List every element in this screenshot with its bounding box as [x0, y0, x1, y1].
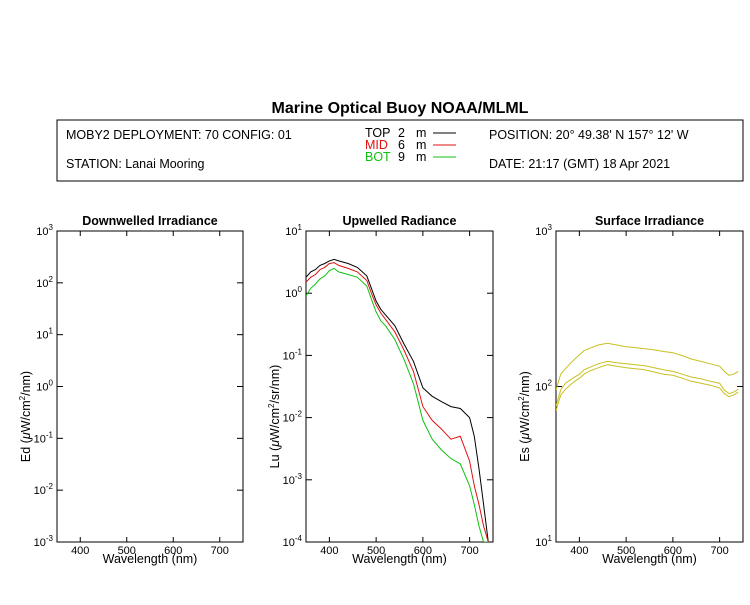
y-tick-label: 10-1: [283, 347, 303, 362]
legend-depth-mid: 6: [398, 138, 405, 152]
series-line-bot: [306, 267, 489, 542]
y-tick-label: 102: [535, 379, 552, 394]
plot-frame: [56, 230, 244, 543]
legend-unit-top: m: [416, 126, 426, 140]
legend-unit-bot: m: [416, 150, 426, 164]
panel-title: Surface Irradiance: [595, 214, 704, 228]
y-axis-label: Es (μW/cm2/nm): [517, 371, 532, 461]
y-tick-label: 101: [285, 223, 302, 238]
y-tick-label: 10-2: [283, 410, 303, 425]
legend-unit-mid: m: [416, 138, 426, 152]
legend-depth-bot: 9: [398, 150, 405, 164]
y-tick-label: 102: [36, 275, 53, 290]
legend-label-bot: BOT: [365, 150, 391, 164]
series-line-mid: [306, 262, 489, 542]
date-text: DATE: 21:17 (GMT) 18 Apr 2021: [489, 157, 670, 171]
y-tick-label: 101: [535, 534, 552, 549]
station-text: STATION: Lanai Mooring: [66, 157, 205, 171]
x-tick-label: 600: [164, 545, 182, 557]
chart-panel-1: Downwelled Irradiance 400 500 600 700 Wavelen…: [18, 214, 244, 566]
y-tick-label: 10-3: [34, 534, 54, 549]
x-tick-label: 700: [460, 545, 478, 557]
y-tick-label: 10-1: [34, 430, 54, 445]
figure-title: Marine Optical Buoy NOAA/MLML: [272, 100, 529, 117]
x-tick-label: 500: [617, 545, 635, 557]
y-tick-label: 103: [36, 223, 53, 238]
series-line-es-3: [556, 364, 739, 411]
panel-title: Upwelled Radiance: [343, 214, 457, 228]
y-axis-label: Ed (μW/cm2/nm): [18, 371, 33, 462]
x-tick-label: 400: [320, 545, 338, 557]
chart-panels: Downwelled Irradiance 400 500 600 700 Wavelen…: [18, 214, 744, 566]
series-line-es-1: [556, 342, 739, 391]
x-tick-label: 600: [664, 545, 682, 557]
legend-label-top: TOP: [365, 126, 390, 140]
deployment-text: MOBY2 DEPLOYMENT: 70 CONFIG: 01: [66, 128, 292, 142]
y-tick-label: 100: [285, 285, 302, 300]
x-tick-label: 500: [367, 545, 385, 557]
y-tick-label: 10-3: [283, 472, 303, 487]
panel-title: Downwelled Irradiance: [82, 214, 218, 228]
x-tick-label: 700: [710, 545, 728, 557]
x-axis-label: Wavelength (nm): [103, 552, 198, 566]
x-tick-label: 400: [570, 545, 588, 557]
position-text: POSITION: 20° 49.38' N 157° 12' W: [489, 128, 689, 142]
chart-panel-3: Surface Irradiance 400 500 600 700 Wavelength…: [517, 214, 744, 566]
legend-label-mid: MID: [365, 138, 388, 152]
series-line-es-2: [556, 360, 739, 407]
x-tick-label: 500: [118, 545, 136, 557]
chart-panel-2: Upwelled Radiance 400 500 600 700 Wavelength …: [267, 214, 494, 566]
series-line-top: [306, 258, 489, 542]
x-tick-label: 600: [414, 545, 432, 557]
header-box: [56, 119, 744, 182]
x-tick-label: 700: [211, 545, 229, 557]
y-tick-label: 100: [36, 379, 53, 394]
plot-frame: [305, 230, 494, 543]
y-axis-label: Lu (μW/cm2/sr/nm): [267, 365, 282, 469]
y-tick-label: 103: [535, 223, 552, 238]
y-tick-label: 10-2: [34, 482, 54, 497]
y-tick-label: 10-4: [283, 534, 303, 549]
x-tick-label: 400: [71, 545, 89, 557]
legend: TOP 2 m MID 6 m BOT 9 m: [365, 126, 456, 164]
y-tick-label: 101: [36, 327, 53, 342]
legend-depth-top: 2: [398, 126, 405, 140]
x-axis-label: Wavelength (nm): [602, 552, 697, 566]
x-axis-label: Wavelength (nm): [352, 552, 447, 566]
